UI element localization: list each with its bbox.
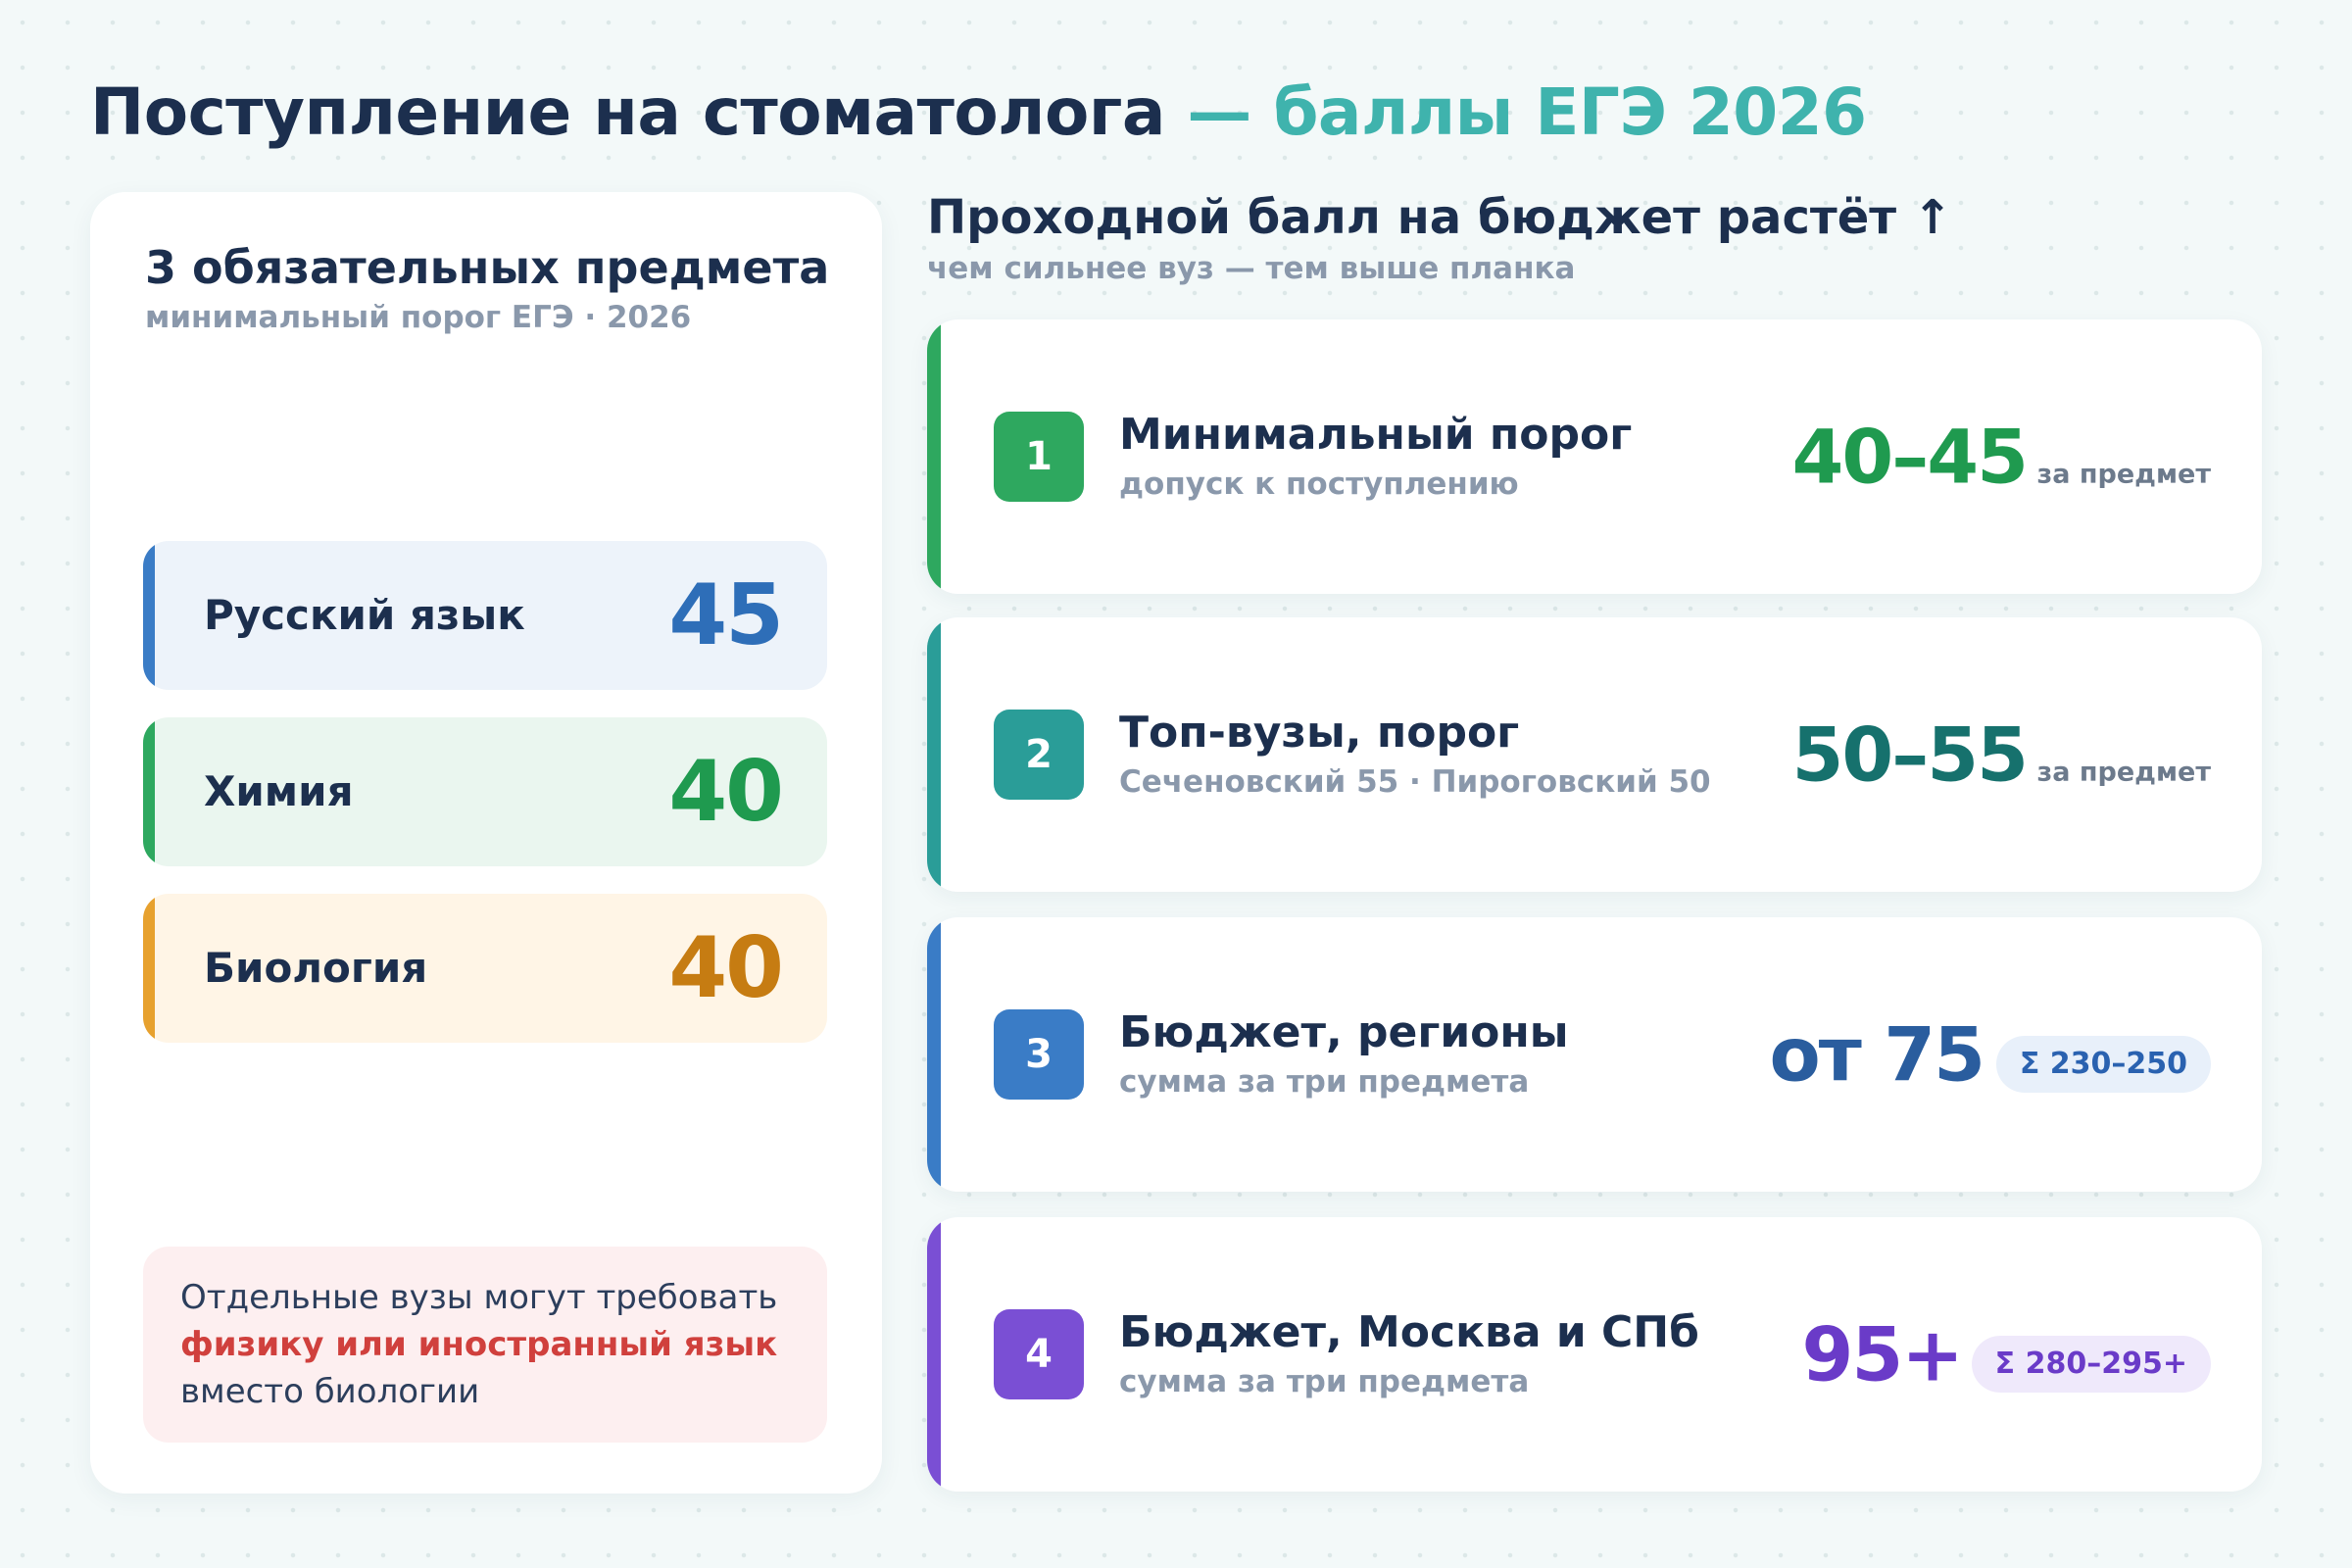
tier-number-badge: 1 [994,412,1084,502]
page-title-accent: — баллы ЕГЭ 2026 [1187,74,1867,150]
tiers-heading: Проходной балл на бюджет растёт ↑ [927,190,1952,245]
tier-color-bar [927,1217,941,1492]
tier-description: сумма за три предмета [1119,1064,1530,1100]
subject-score: 40 [668,743,784,841]
tier-card-minimum: 1 Минимальный порог допуск к поступлению… [927,319,2262,594]
tier-name: Топ-вузы, порог [1119,708,1520,758]
tier-number-badge: 2 [994,710,1084,800]
tier-name: Бюджет, регионы [1119,1007,1569,1057]
page-title-main: Поступление на стоматолога [90,74,1165,150]
subject-russian: Русский язык 45 [143,541,827,690]
arrow-up-icon: ↑ [1912,190,1953,245]
subjects-card: 3 обязательных предмета минимальный поро… [90,192,882,1494]
subject-name: Русский язык [204,591,525,639]
subjects-subheading: минимальный порог ЕГЭ · 2026 [145,300,692,335]
tier-name: Минимальный порог [1119,410,1633,460]
tier-description: сумма за три предмета [1119,1364,1530,1399]
tier-value: 95+ [1801,1310,1964,1398]
tier-color-bar [927,319,941,594]
note-text: Отдельные вузы могут требовать физику или… [180,1274,777,1415]
alternative-subjects-note: Отдельные вузы могут требовать физику или… [143,1247,827,1443]
subject-score: 45 [668,566,784,664]
tier-unit: за предмет [2036,459,2211,490]
tier-description: допуск к поступлению [1119,466,1519,502]
tier-value: от 75 [1769,1010,1985,1099]
tiers-heading-text: Проходной балл на бюджет растёт [927,190,1897,245]
tier-number-badge: 3 [994,1009,1084,1100]
tier-card-top-universities: 2 Топ-вузы, порог Сеченовский 55 · Пирог… [927,617,2262,892]
subject-chemistry: Химия 40 [143,717,827,866]
note-text-before: Отдельные вузы могут требовать [180,1278,778,1317]
subject-biology: Биология 40 [143,894,827,1043]
note-text-after: вместо биологии [180,1372,480,1411]
tier-unit: за предмет [2036,757,2211,788]
tier-sum-badge: Σ 230–250 [1995,1036,2211,1093]
subject-color-bar [143,717,155,866]
tier-number-badge: 4 [994,1309,1084,1399]
tier-card-budget-regions: 3 Бюджет, регионы сумма за три предмета … [927,917,2262,1192]
subject-name: Биология [204,944,428,992]
tier-description: Сеченовский 55 · Пироговский 50 [1119,764,1711,800]
tier-card-budget-moscow-spb: 4 Бюджет, Москва и СПб сумма за три пред… [927,1217,2262,1492]
tiers-subheading: чем сильнее вуз — тем выше планка [927,251,1576,286]
subject-name: Химия [204,767,354,815]
tier-color-bar [927,917,941,1192]
page-title: Поступление на стоматолога — баллы ЕГЭ 2… [90,74,1867,150]
note-highlight: физику или иностранный язык [180,1325,778,1364]
tier-sum-badge: Σ 280–295+ [1971,1336,2211,1393]
subject-color-bar [143,894,155,1043]
subjects-heading: 3 обязательных предмета [145,241,830,294]
tier-value: 50–55 [1791,710,2029,799]
tier-name: Бюджет, Москва и СПб [1119,1307,1699,1357]
subject-color-bar [143,541,155,690]
tier-color-bar [927,617,941,892]
subject-score: 40 [668,919,784,1017]
tier-value: 40–45 [1791,413,2029,501]
